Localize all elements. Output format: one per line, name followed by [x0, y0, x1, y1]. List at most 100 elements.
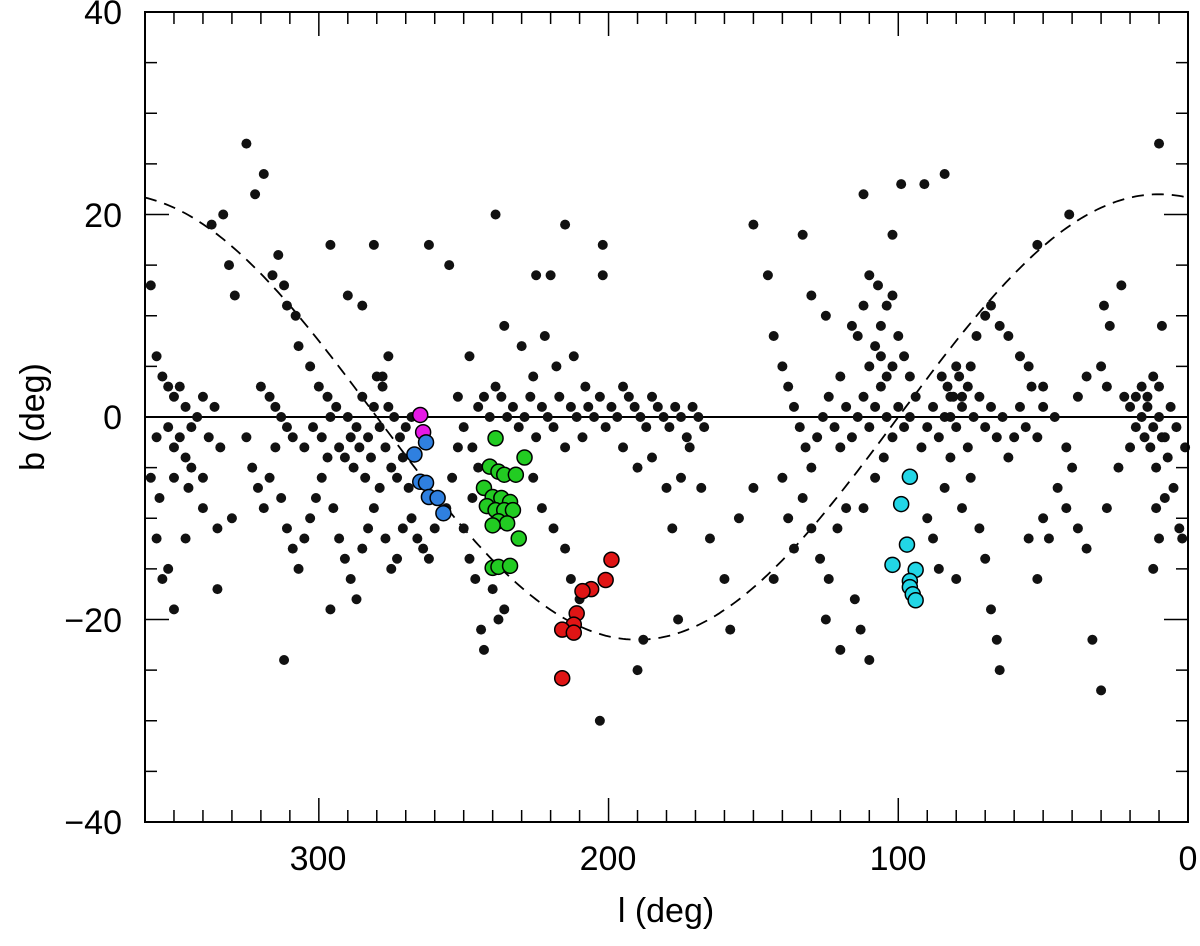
field-star-point	[273, 250, 284, 260]
field-star-point	[1020, 422, 1031, 433]
cyan-cluster-point	[898, 536, 916, 553]
field-star-point	[875, 351, 886, 362]
field-star-point	[197, 391, 208, 402]
field-star-point	[817, 412, 828, 422]
field-star-point	[864, 270, 875, 281]
x-tick-label: 300	[290, 840, 347, 878]
field-star-point	[325, 239, 336, 250]
field-star-point	[658, 412, 669, 422]
field-star-point	[267, 270, 278, 281]
magenta-cluster-point	[411, 406, 429, 424]
field-star-point	[1061, 442, 1072, 453]
axis-ticks	[144, 11, 1189, 823]
field-star-point	[203, 432, 214, 443]
field-star-point	[962, 442, 973, 453]
field-star-point	[1159, 493, 1170, 503]
field-star-point	[305, 513, 316, 524]
field-star-point	[899, 422, 910, 433]
field-star-point	[258, 503, 269, 514]
field-star-point	[536, 401, 547, 412]
field-star-point	[305, 361, 316, 372]
field-star-point	[325, 604, 336, 615]
field-star-point	[887, 432, 898, 443]
field-star-point	[325, 412, 336, 422]
field-star-point	[881, 412, 892, 422]
field-star-point	[957, 503, 968, 514]
field-star-point	[1177, 533, 1188, 544]
field-star-point	[948, 391, 959, 402]
field-star-point	[797, 229, 808, 240]
field-star-point	[212, 584, 223, 595]
field-star-point	[1064, 209, 1075, 220]
field-star-point	[539, 331, 550, 341]
field-star-point	[832, 523, 843, 534]
field-star-point	[374, 422, 385, 433]
field-star-point	[1072, 523, 1083, 534]
field-star-point	[919, 179, 930, 190]
field-star-point	[264, 391, 275, 402]
field-star-point	[725, 624, 736, 635]
field-star-point	[777, 472, 788, 483]
field-star-point	[1148, 563, 1159, 574]
field-star-point	[841, 401, 852, 412]
field-star-point	[968, 412, 979, 422]
field-star-point	[183, 482, 194, 493]
field-star-point	[313, 381, 324, 392]
field-star-point	[464, 553, 475, 564]
field-star-point	[806, 523, 817, 534]
field-star-point	[345, 432, 356, 443]
field-star-point	[299, 533, 310, 544]
field-star-point	[380, 442, 391, 453]
field-star-point	[145, 472, 156, 483]
field-star-point	[528, 371, 539, 382]
field-star-point	[545, 270, 556, 281]
field-star-point	[293, 341, 304, 352]
field-star-point	[322, 391, 333, 402]
field-star-point	[180, 533, 191, 544]
field-star-point	[820, 614, 831, 625]
field-star-point	[1098, 300, 1109, 311]
field-star-point	[339, 452, 350, 463]
y-tick-label: 20	[84, 197, 122, 235]
field-star-point	[806, 462, 817, 473]
field-star-point	[192, 412, 203, 422]
field-star-point	[748, 482, 759, 493]
field-star-point	[632, 665, 643, 676]
field-star-point	[1032, 239, 1043, 250]
field-star-point	[606, 401, 617, 412]
field-star-point	[872, 280, 883, 291]
field-star-point	[800, 442, 811, 453]
field-star-point	[841, 503, 852, 514]
field-star-point	[502, 412, 513, 422]
field-star-point	[403, 482, 414, 493]
blue-cluster-point	[417, 434, 435, 451]
field-star-point	[322, 452, 333, 463]
field-star-point	[1032, 574, 1043, 584]
field-star-point	[597, 239, 608, 250]
field-star-point	[904, 412, 915, 422]
field-star-point	[458, 422, 469, 433]
field-star-point	[957, 391, 968, 402]
field-star-point	[942, 381, 953, 392]
field-star-point	[1116, 280, 1127, 291]
field-star-point	[893, 401, 904, 412]
field-star-point	[418, 543, 429, 554]
field-star-point	[849, 594, 860, 605]
field-star-point	[1052, 482, 1063, 493]
field-star-point	[458, 523, 469, 534]
field-star-point	[218, 209, 229, 220]
field-star-point	[835, 442, 846, 453]
field-star-point	[531, 270, 542, 281]
blue-cluster-point	[435, 504, 452, 522]
field-star-point	[1003, 331, 1014, 341]
field-star-point	[1125, 401, 1136, 412]
cyan-cluster-point	[884, 556, 901, 574]
cyan-cluster-point	[892, 495, 910, 513]
x-axis-label: l (deg)	[618, 892, 714, 930]
field-star-point	[186, 462, 197, 473]
cyan-cluster-point	[901, 468, 919, 485]
y-tick-label: −20	[64, 602, 122, 640]
field-star-point	[875, 381, 886, 392]
field-star-point	[334, 442, 345, 453]
field-star-point	[638, 634, 649, 645]
